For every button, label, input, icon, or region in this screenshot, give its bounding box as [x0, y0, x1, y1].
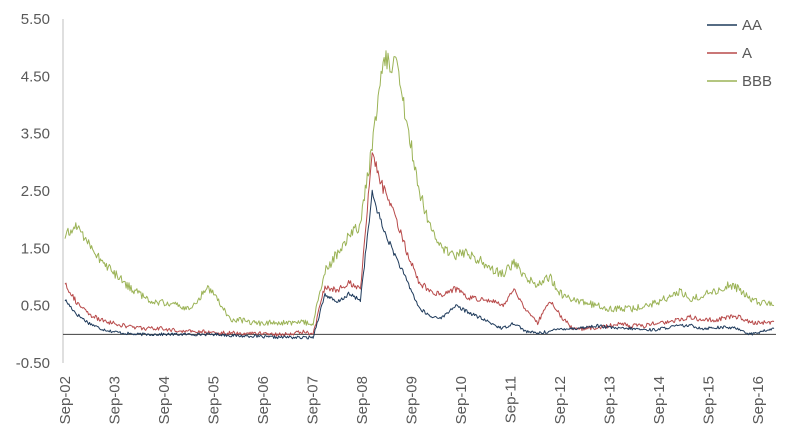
x-tick-label: Sep-07	[305, 376, 322, 424]
x-tick-label: Sep-04	[156, 376, 173, 424]
legend-label-aa: AA	[742, 17, 762, 34]
legend-label-bbb: BBB	[742, 73, 772, 90]
series-lines	[64, 50, 775, 340]
x-tick-label: Sep-05	[206, 376, 223, 424]
x-tick-label: Sep-06	[255, 376, 272, 424]
y-tick-label: 5.50	[21, 11, 50, 28]
x-tick-label: Sep-10	[453, 376, 470, 424]
x-tick-label: Sep-02	[57, 376, 74, 424]
series-line-a	[64, 152, 775, 337]
series-line-bbb	[64, 50, 775, 327]
x-tick-label: Sep-09	[404, 376, 421, 424]
x-axis-ticks: Sep-02 Sep-03 Sep-04 Sep-05 Sep-06 Sep-07 Sep-…	[57, 376, 767, 424]
y-tick-label: 3.50	[21, 126, 50, 143]
x-tick-label: Sep-03	[107, 376, 124, 424]
x-tick-label: Sep-12	[552, 376, 569, 424]
series-line-aa	[64, 189, 775, 340]
y-axis-ticks: 5.50 4.50 3.50 2.50 1.50 0.50 -0.50	[16, 11, 50, 372]
x-tick-label: Sep-14	[651, 376, 668, 424]
y-tick-label: -0.50	[16, 355, 50, 372]
y-tick-label: 4.50	[21, 68, 50, 85]
x-tick-label: Sep-11	[503, 376, 520, 423]
x-tick-label: Sep-08	[354, 376, 371, 424]
x-tick-label: Sep-16	[750, 376, 767, 424]
x-tick-label: Sep-13	[602, 376, 619, 424]
y-tick-label: 1.50	[21, 240, 50, 257]
legend-label-a: A	[742, 45, 752, 62]
y-tick-label: 2.50	[21, 183, 50, 200]
x-tick-label: Sep-15	[701, 376, 718, 424]
y-tick-label: 0.50	[21, 298, 50, 315]
